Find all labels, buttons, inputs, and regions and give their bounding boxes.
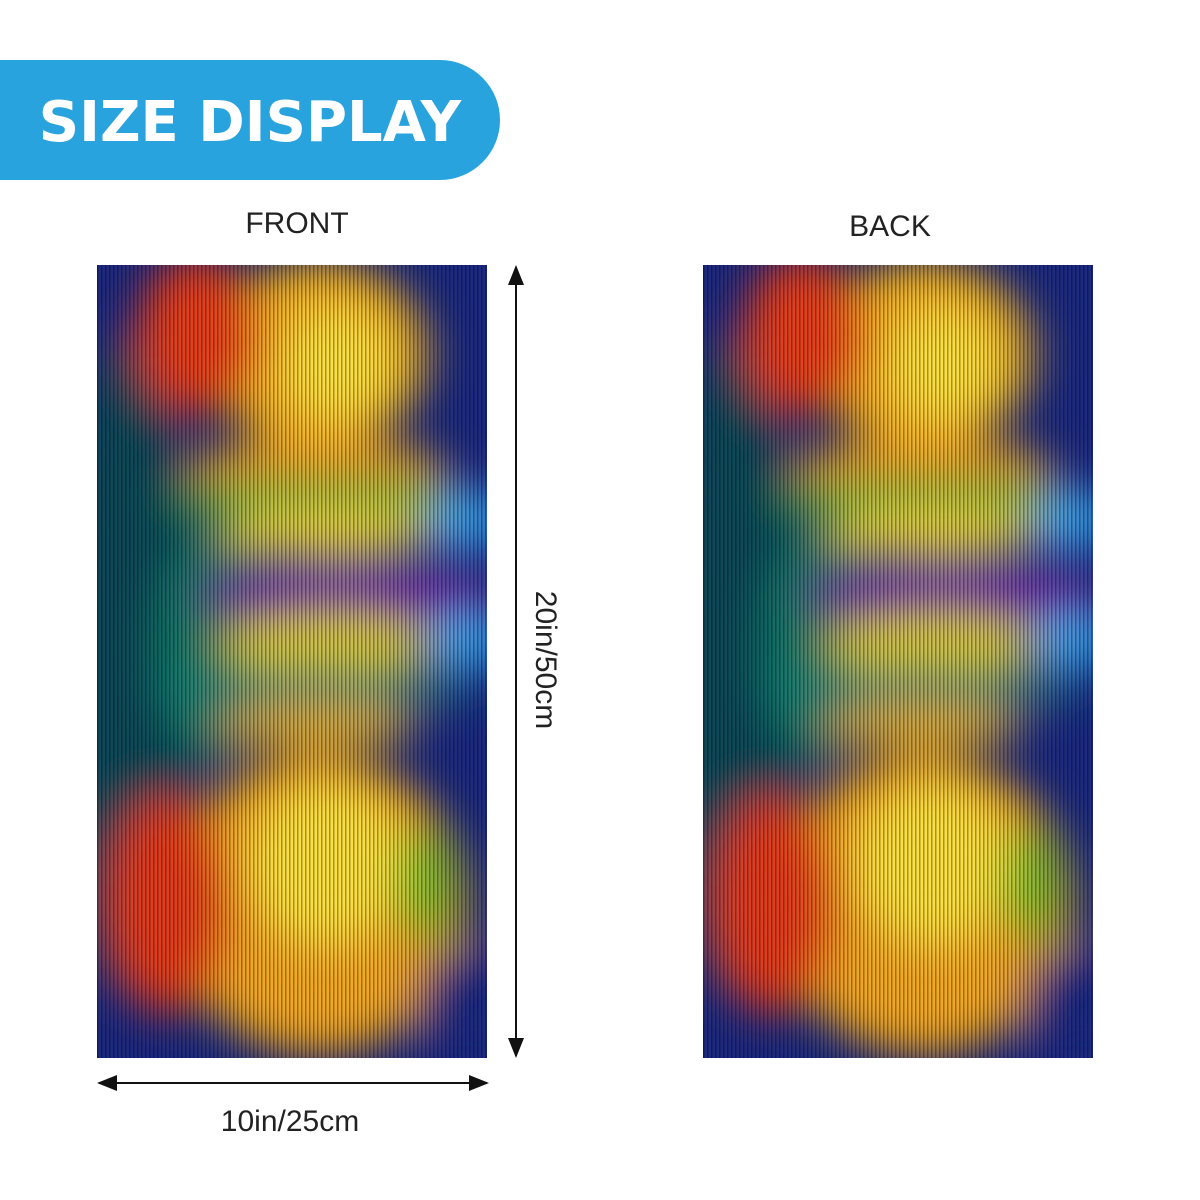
width-label: 10in/25cm (221, 1105, 359, 1138)
front-panel (57, 255, 537, 1065)
view-label: FRONT (245, 207, 348, 240)
header-badge (0, 60, 500, 180)
back-panel (663, 255, 1143, 1065)
header-title: SIZE DISPLAY (39, 90, 463, 155)
height-label: 20in/50cm (529, 591, 562, 729)
view-label: BACK (849, 210, 931, 243)
